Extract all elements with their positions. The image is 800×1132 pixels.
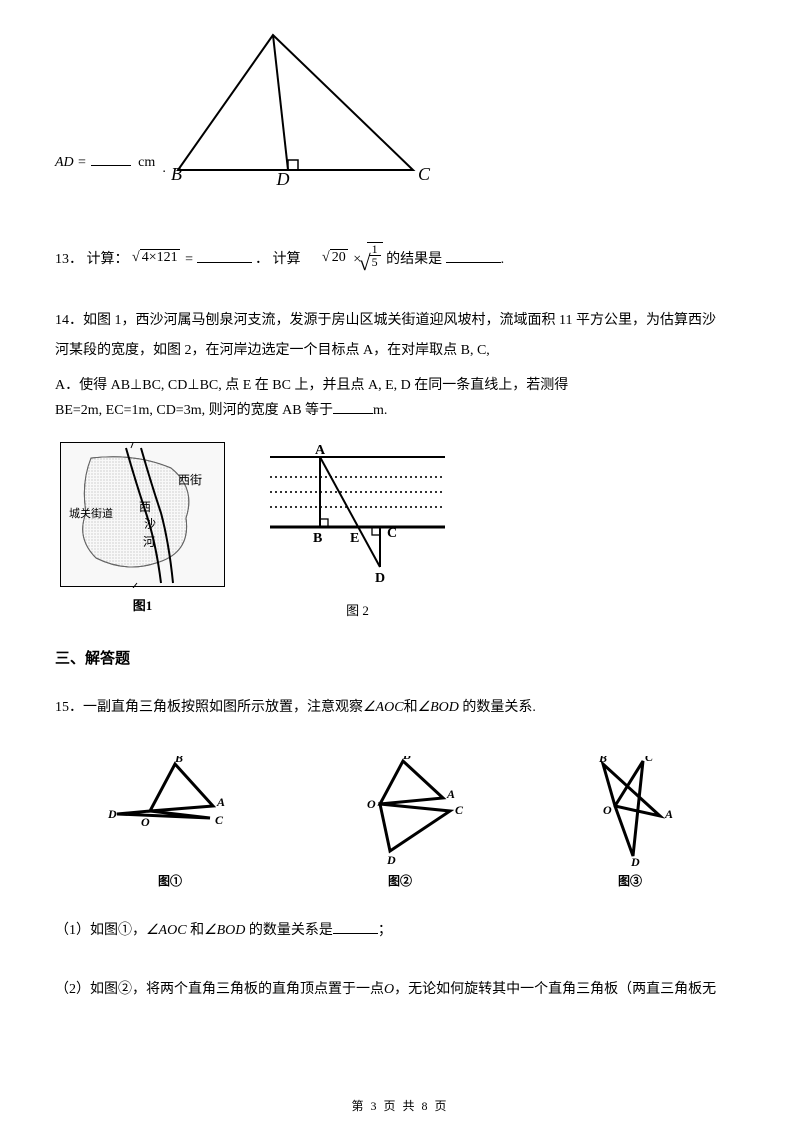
svg-text:B: B — [598, 756, 607, 765]
label-c: C — [418, 164, 431, 184]
problem-number: 13． — [55, 252, 83, 267]
svg-text:D: D — [386, 853, 396, 866]
problem-15: 15．一副直角三角板按照如图所示放置，注意观察∠AOC和∠BOD 的数量关系. — [55, 690, 745, 726]
svg-text:B: B — [313, 531, 322, 546]
svg-text:D: D — [375, 571, 385, 586]
svg-text:C: C — [387, 526, 397, 541]
svg-text:O: O — [367, 797, 376, 811]
problem-13: 13． 计算： √4×121 = ． 计算 √20 × √ 1 5 的结果是 . — [55, 240, 745, 279]
figure-circle-2: B A C D O 图② — [325, 756, 475, 889]
problem-15-sub1: （1）如图①，∠AOC 和∠BOD 的数量关系是； — [55, 914, 745, 948]
map-figure-1: 西街 城关街道 西 沙 河 图1 — [60, 442, 225, 619]
svg-text:A: A — [315, 443, 326, 458]
problem-14-figures: 西街 城关街道 西 沙 河 图1 A B E C D — [60, 442, 745, 619]
svg-text:D: D — [630, 855, 640, 866]
page-footer: 第 3 页 共 8 页 — [0, 1097, 800, 1114]
figure-circle-3: B C A D O 图③ — [555, 756, 705, 889]
section-3-heading: 三、解答题 — [55, 647, 745, 668]
svg-text:O: O — [141, 815, 150, 829]
ad-equation: AD = cm . — [55, 155, 162, 171]
problem-14: 14．如图 1，西沙河属马刨泉河支流，发源于房山区城关街道迎风坡村，流域面积 1… — [55, 304, 745, 423]
diagram-figure-2: A B E C D 图 2 — [265, 442, 450, 619]
problem-15-sub2: （2）如图②，将两个直角三角板的直角顶点置于一点O，无论如何旋转其中一个直角三角… — [55, 973, 745, 1007]
svg-text:C: C — [455, 803, 464, 817]
label-b: B — [171, 164, 182, 184]
svg-text:O: O — [603, 803, 612, 817]
label-d: D — [276, 169, 290, 185]
svg-text:C: C — [215, 813, 224, 827]
label-a: A — [267, 30, 280, 34]
svg-text:A: A — [216, 795, 225, 809]
svg-text:D: D — [107, 807, 117, 821]
svg-text:A: A — [446, 787, 455, 801]
svg-text:C: C — [645, 756, 654, 764]
svg-text:B: B — [174, 756, 183, 765]
svg-text:B: B — [402, 756, 411, 762]
triangle-diagram: A B C D — [163, 30, 443, 185]
problem-number: 14． — [55, 313, 83, 328]
problem-number: 15． — [55, 700, 83, 715]
svg-text:E: E — [350, 531, 359, 546]
figure-circle-1: B A C D O 图① — [95, 756, 245, 889]
svg-text:A: A — [664, 807, 673, 821]
problem-15-figures: B A C D O 图① B A C D O 图② — [55, 756, 745, 889]
